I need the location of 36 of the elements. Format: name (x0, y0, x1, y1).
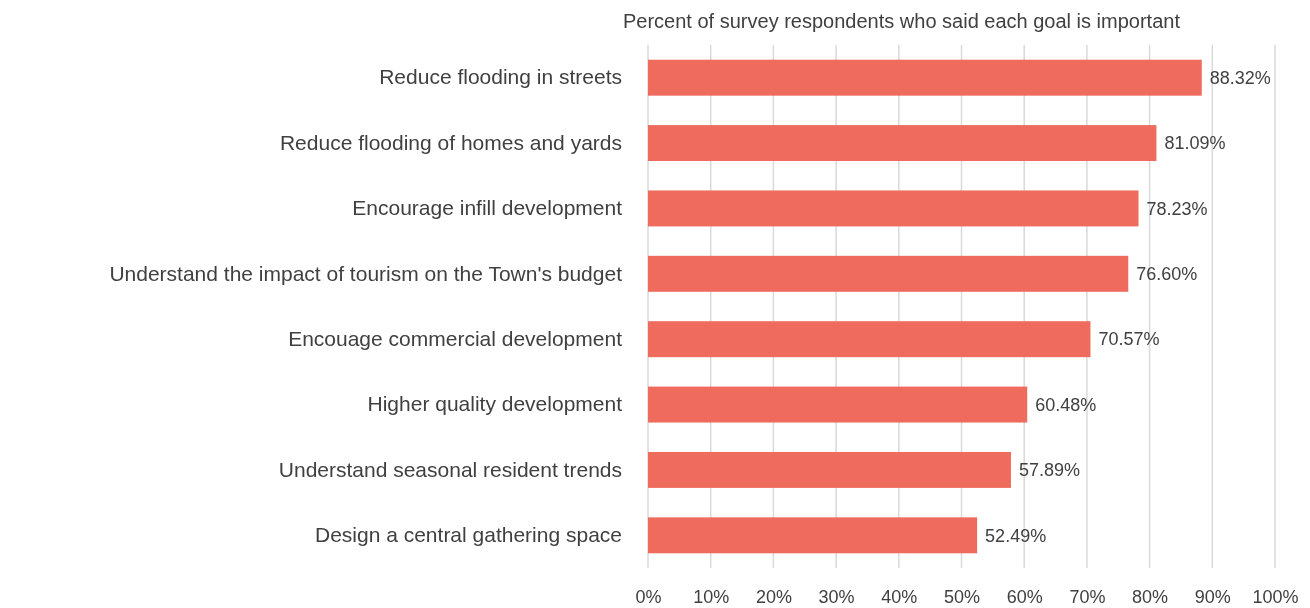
bar (648, 190, 1139, 227)
y-tick-label: Higher quality development (367, 392, 623, 416)
y-tick-label: Encouage commercial development (288, 326, 623, 350)
bar (648, 59, 1202, 96)
x-tick-label: 30% (818, 586, 855, 607)
y-tick-label: Reduce flooding in streets (379, 65, 622, 89)
data-label: 81.09% (1164, 133, 1226, 154)
chart-title: Percent of survey respondents who said each goal is important (623, 10, 1181, 32)
data-label: 88.32% (1209, 67, 1271, 88)
data-label: 52.49% (985, 525, 1047, 546)
bar (648, 517, 978, 554)
data-label: 70.57% (1098, 329, 1160, 350)
x-tick-label: 0% (635, 586, 662, 607)
x-tick-label: 90% (1194, 586, 1231, 607)
y-tick-label: Reduce flooding of homes and yards (279, 130, 622, 154)
x-tick-label: 10% (693, 586, 730, 607)
x-tick-label: 70% (1069, 586, 1106, 607)
data-label: 57.89% (1018, 460, 1081, 481)
y-tick-label: Understand seasonal resident trends (278, 457, 622, 481)
bar (648, 386, 1028, 423)
x-tick-label: 80% (1132, 586, 1169, 607)
bar (648, 321, 1091, 358)
x-tick-label: 50% (943, 586, 981, 607)
data-label: 76.60% (1136, 264, 1198, 285)
bar (648, 125, 1157, 162)
y-tick-label: Encourage infill development (352, 196, 623, 220)
x-tick-label: 40% (881, 586, 918, 607)
bar (648, 451, 1011, 488)
bar (648, 255, 1129, 292)
x-tick-label: 60% (1006, 586, 1043, 607)
y-tick-label: Design a central gathering space (314, 523, 622, 547)
data-label: 60.48% (1035, 394, 1097, 415)
x-tick-label: 100% (1252, 586, 1299, 607)
data-label: 78.23% (1146, 198, 1208, 219)
y-tick-label: Understand the impact of tourism on the Town's budget (109, 261, 623, 285)
x-tick-label: 20% (755, 586, 792, 607)
